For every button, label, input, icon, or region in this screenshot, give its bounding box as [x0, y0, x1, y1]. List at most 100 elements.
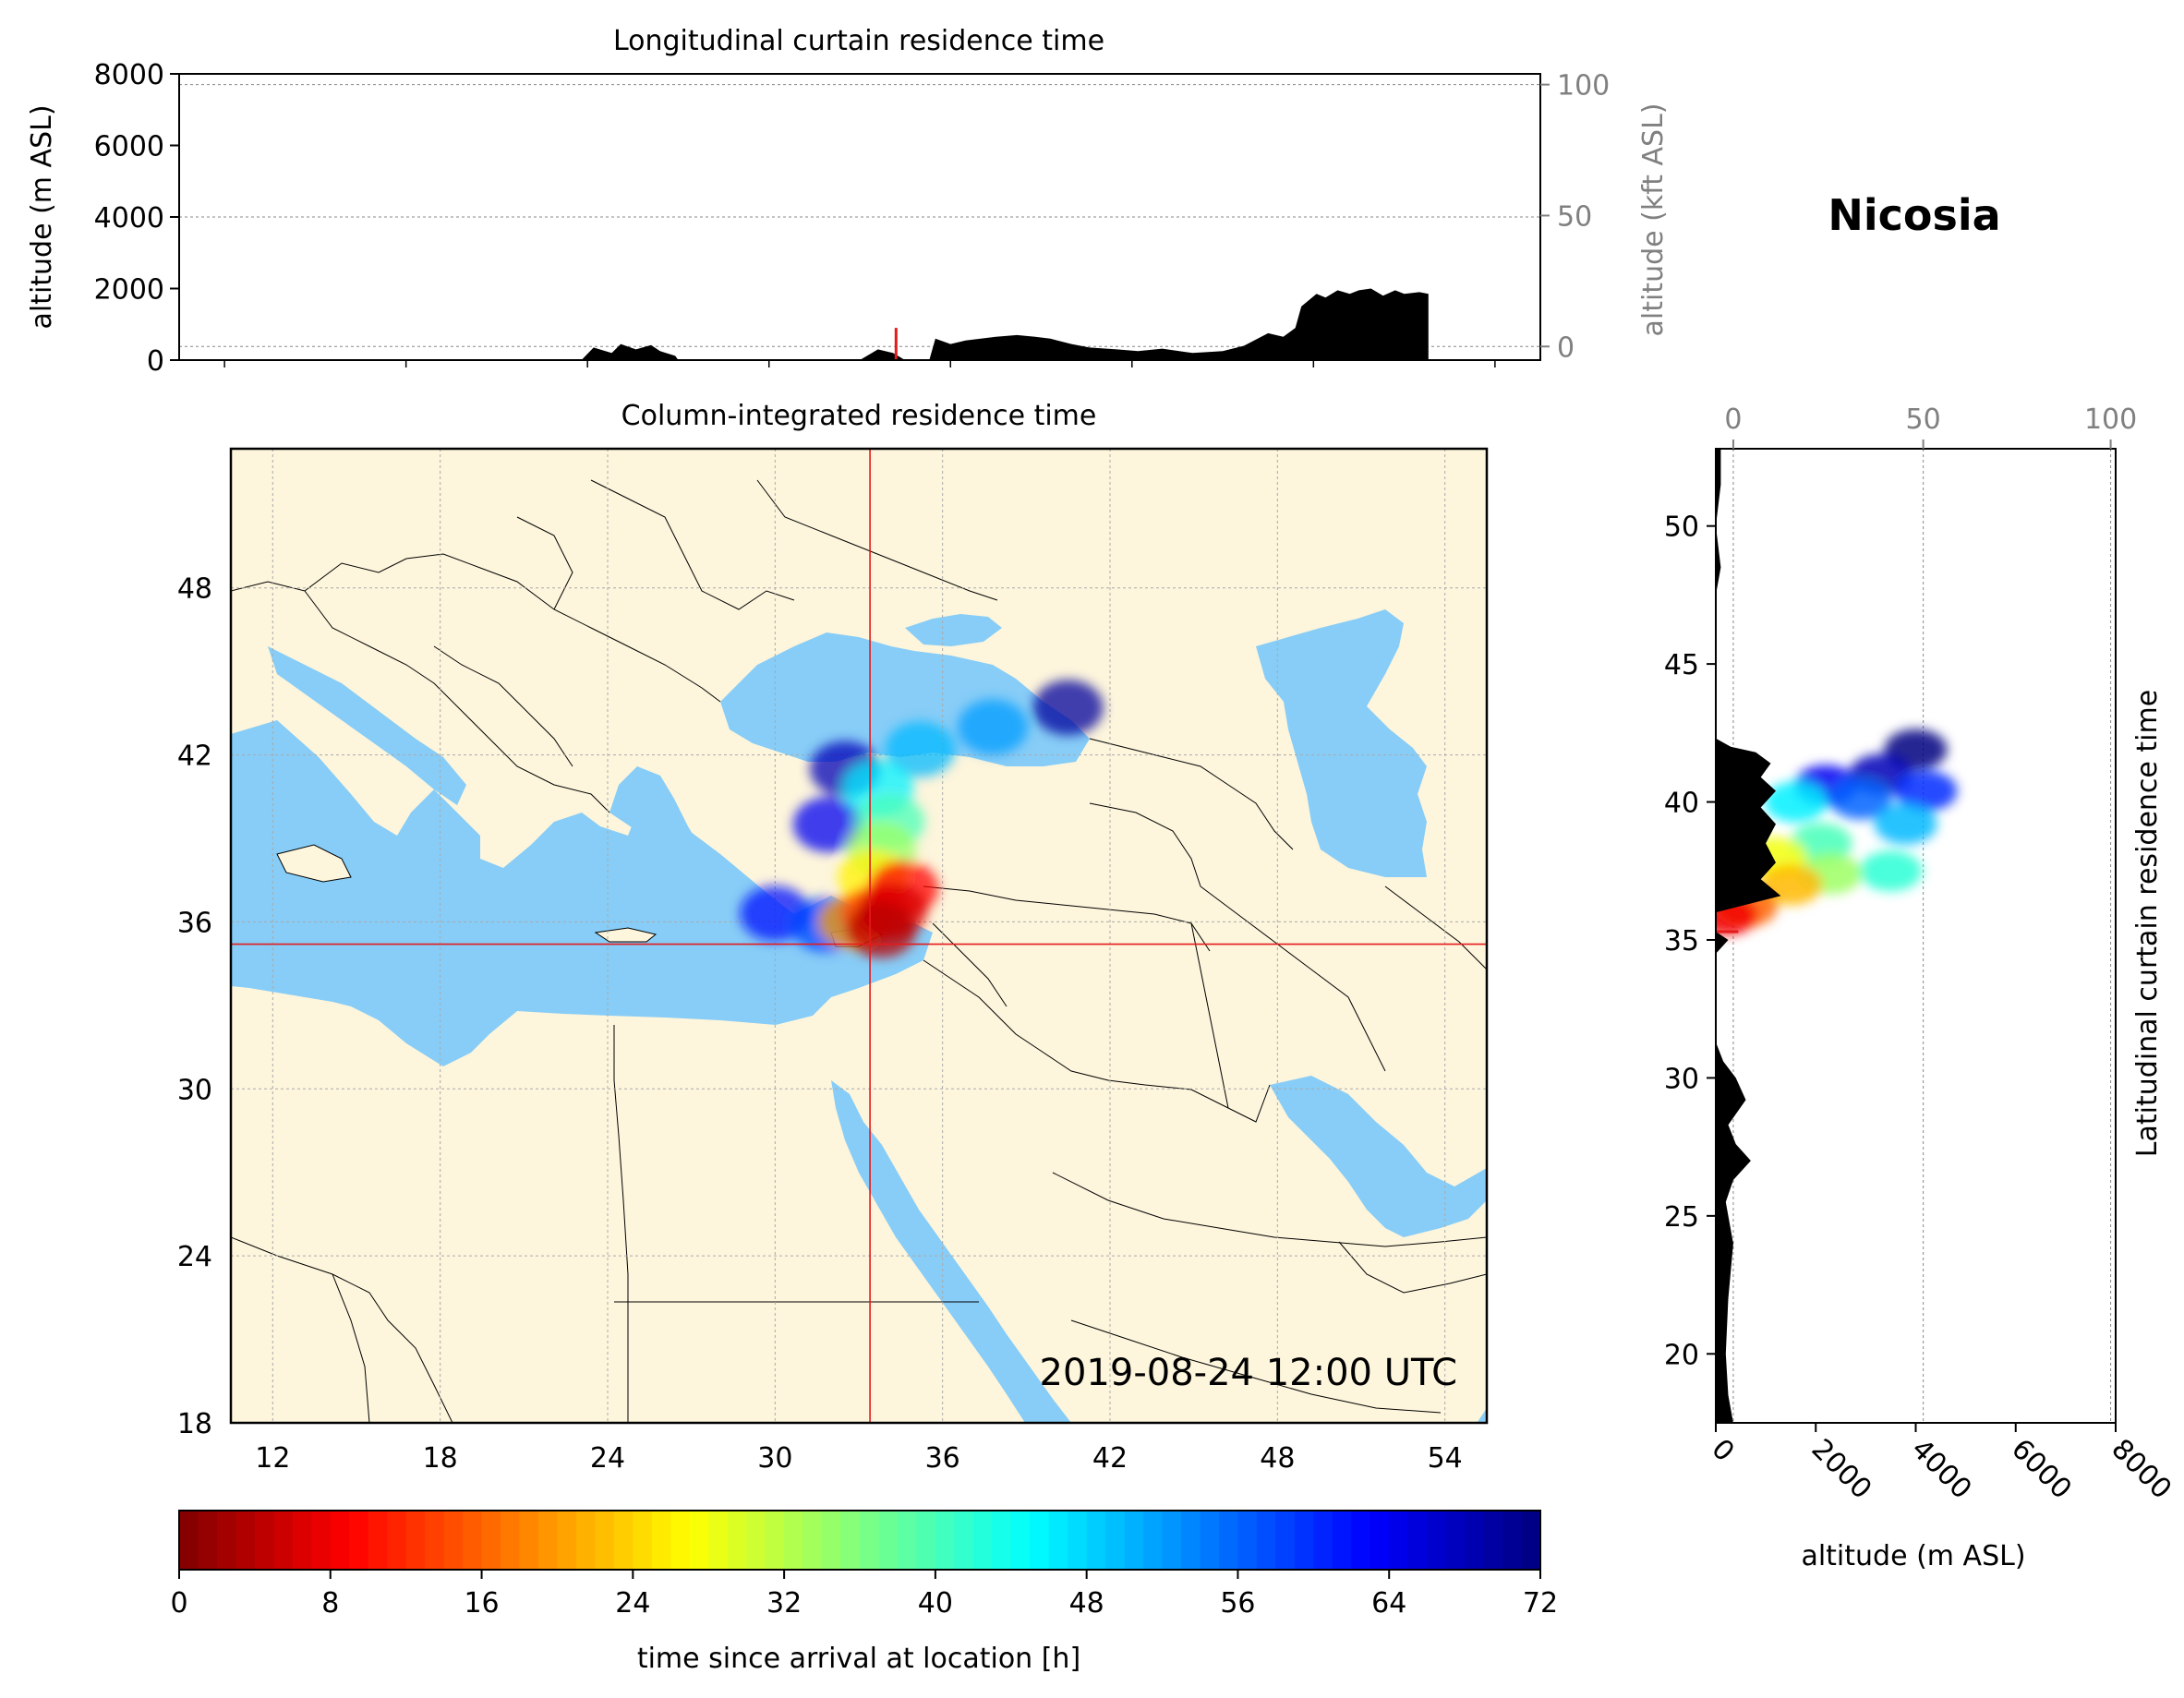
- colorbar-frame: [178, 1510, 1541, 1571]
- colorbar-cell: [1105, 1511, 1126, 1570]
- island-sicily: [276, 844, 352, 883]
- colorbar-cell: [235, 1511, 256, 1570]
- map-ytick-label: 36: [177, 907, 212, 939]
- colorbar-tick-label: 32: [766, 1587, 802, 1620]
- latitudinal-top-tick-label: 100: [2084, 403, 2137, 436]
- colorbar-cell: [1143, 1511, 1164, 1570]
- map-plume-point: [1032, 680, 1104, 736]
- colorbar-cell: [1502, 1511, 1523, 1570]
- colorbar-tick-label: 56: [1220, 1587, 1255, 1620]
- colorbar-cell: [633, 1511, 653, 1570]
- colorbar-cell: [746, 1511, 766, 1570]
- map-ytick-label: 48: [177, 573, 212, 606]
- map-plume-point: [958, 699, 1029, 755]
- longitudinal-title: Longitudinal curtain residence time: [613, 25, 1104, 57]
- latitudinal-top-ticks: 0 50 100: [1724, 403, 2137, 449]
- timestamp-label: 2019-08-24 12:00 UTC: [1040, 1352, 1457, 1394]
- colorbar-cell: [501, 1511, 521, 1570]
- latitudinal-ytick-label: 30: [1664, 1063, 1699, 1095]
- map-plume-point: [792, 796, 863, 852]
- colorbar-ticks: 0 8 16 24 32 40 48 56 64 72: [170, 1570, 1558, 1620]
- colorbar-cell: [1521, 1511, 1541, 1570]
- longitudinal-ytick-label: 6000: [94, 131, 164, 163]
- colorbar-cell: [1389, 1511, 1409, 1570]
- colorbar-cell: [292, 1511, 313, 1570]
- colorbar-cell: [557, 1511, 577, 1570]
- colorbar-cell: [1351, 1511, 1371, 1570]
- longitudinal-terrain-area: [179, 288, 1540, 360]
- latitudinal-gridlines: [1732, 449, 2112, 1423]
- colorbar-cell: [537, 1511, 559, 1570]
- colorbar-cell: [1162, 1511, 1182, 1570]
- colorbar-cell: [1465, 1511, 1485, 1570]
- sea-aegean: [609, 766, 748, 886]
- colorbar-cell: [840, 1511, 861, 1570]
- colorbar-cell: [860, 1511, 880, 1570]
- colorbar-cell: [273, 1511, 294, 1570]
- colorbar-cell: [254, 1511, 275, 1570]
- latitudinal-xtick-label: 8000: [2105, 1433, 2178, 1506]
- colorbar-cell: [179, 1511, 199, 1570]
- location-title: Nicosia: [1828, 190, 2000, 240]
- colorbar-cell: [387, 1511, 407, 1570]
- colorbar-cell: [822, 1511, 842, 1570]
- colorbar-cell: [1181, 1511, 1201, 1570]
- map-ytick-label: 30: [177, 1074, 212, 1106]
- longitudinal-y-ticks: 0 2000 4000 6000 8000: [94, 59, 179, 378]
- latitudinal-y-ticks: 20 25 30 35 40 45 50: [1664, 512, 1716, 1371]
- latitudinal-x-ticks: 0 2000 4000 6000 8000: [1705, 1423, 2178, 1506]
- colorbar-tick-label: 8: [321, 1587, 339, 1620]
- colorbar-cell: [992, 1511, 1012, 1570]
- latitudinal-terrain-area: [1716, 449, 1781, 1423]
- colorbar-cell: [216, 1511, 237, 1570]
- colorbar-cell: [1218, 1511, 1239, 1570]
- longitudinal-ytick-label: 0: [147, 345, 164, 378]
- colorbar-cell: [405, 1511, 426, 1570]
- colorbar-cell: [1030, 1511, 1050, 1570]
- colorbar-cell: [802, 1511, 823, 1570]
- sea-azov: [905, 614, 1002, 646]
- longitudinal-right-tick-label: 0: [1557, 331, 1575, 364]
- map-axes-frame: [229, 447, 1489, 1425]
- colorbar-cell: [1068, 1511, 1088, 1570]
- colorbar-cell: [1048, 1511, 1068, 1570]
- colorbar-cell: [575, 1511, 597, 1570]
- colorbar-cell: [954, 1511, 974, 1570]
- latitudinal-ytick-label: 35: [1664, 925, 1699, 957]
- colorbar-cell: [519, 1511, 539, 1570]
- latitudinal-plume-point: [1828, 778, 1892, 820]
- colorbar-tick-label: 48: [1069, 1587, 1104, 1620]
- colorbar-cell: [349, 1511, 369, 1570]
- latitudinal-xtick-label: 2000: [1805, 1433, 1878, 1506]
- colorbar-cell: [330, 1511, 351, 1570]
- map-plume-point: [846, 902, 917, 958]
- colorbar-cell: [1124, 1511, 1144, 1570]
- colorbar-cell: [613, 1511, 634, 1570]
- colorbar-cell: [1445, 1511, 1466, 1570]
- colorbar-cell: [708, 1511, 729, 1570]
- map-ytick-label: 24: [177, 1241, 212, 1273]
- colorbar-cell: [425, 1511, 445, 1570]
- colorbar-cell: [1200, 1511, 1220, 1570]
- longitudinal-ylabel-right: altitude (kft ASL): [1637, 102, 1670, 336]
- latitudinal-xlabel: altitude (m ASL): [1801, 1540, 2025, 1572]
- latitudinal-top-tick-label: 50: [1906, 403, 1941, 436]
- colorbar-cell: [1370, 1511, 1391, 1570]
- colorbar-cell: [443, 1511, 464, 1570]
- colorbar-cell: [784, 1511, 804, 1570]
- colorbar-cell: [1313, 1511, 1333, 1570]
- colorbar-cell: [595, 1511, 615, 1570]
- latitudinal-axes-frame: [1715, 448, 2117, 1424]
- column-panel: Column-integrated residence time: [177, 400, 1489, 1475]
- sea-adriatic: [268, 646, 466, 805]
- map-ytick-label: 42: [177, 741, 212, 773]
- colorbar-tick-label: 24: [615, 1587, 650, 1620]
- longitudinal-right-tick-label: 50: [1557, 200, 1592, 233]
- longitudinal-ytick-label: 2000: [94, 274, 164, 307]
- map-xtick-label: 54: [1428, 1442, 1463, 1475]
- colorbar-cell: [689, 1511, 710, 1570]
- sea-mediterranean: [231, 720, 933, 1066]
- latitudinal-ytick-label: 50: [1664, 512, 1699, 544]
